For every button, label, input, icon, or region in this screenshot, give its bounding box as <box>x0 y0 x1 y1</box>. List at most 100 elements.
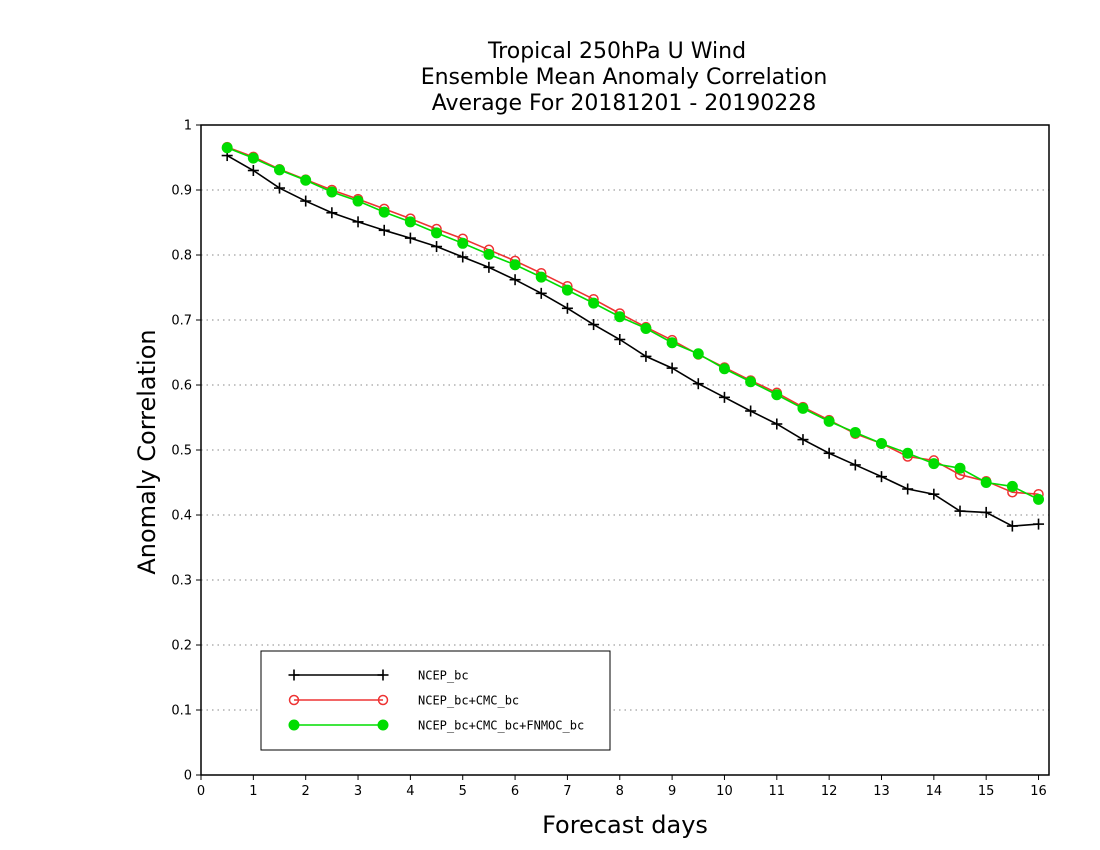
data-point <box>221 142 233 154</box>
chart-title: Tropical 250hPa U Wind Ensemble Mean Ano… <box>421 39 828 116</box>
data-point <box>614 334 626 345</box>
data-point <box>378 206 390 218</box>
data-point <box>326 186 338 198</box>
data-point <box>535 271 547 283</box>
chart-title-line-3: Average For 20181201 - 20190228 <box>432 91 817 116</box>
legend-label: NCEP_bc+CMC_bc <box>418 694 519 708</box>
y-tick-label: 0.7 <box>171 314 192 329</box>
data-point <box>1006 520 1018 532</box>
legend-entry: NCEP_bc+CMC_bc <box>288 694 519 708</box>
x-tick-label: 6 <box>511 784 519 799</box>
chart-title-line-1: Tropical 250hPa U Wind <box>487 39 746 64</box>
y-axis-title: Anomaly Correlation <box>133 329 161 574</box>
data-point <box>718 391 730 403</box>
data-point <box>928 458 940 470</box>
data-point <box>980 477 992 488</box>
y-tick-label: 0 <box>184 769 192 784</box>
x-tick-label: 11 <box>769 784 786 799</box>
data-point <box>666 337 678 349</box>
data-point <box>954 462 966 474</box>
x-tick-label: 9 <box>668 784 676 799</box>
data-point <box>431 227 443 239</box>
data-point <box>404 232 416 244</box>
data-point <box>771 418 783 430</box>
series-group <box>221 141 1045 532</box>
x-tick-label: 14 <box>926 784 943 799</box>
axis-ticks: 00.10.20.30.40.50.60.70.80.910 1 2 3 4 5 6 7 8 9 1… <box>171 119 1046 800</box>
x-tick-label: 8 <box>616 784 624 799</box>
data-point <box>954 505 966 517</box>
data-point <box>1033 518 1045 530</box>
series-3 <box>221 142 1045 505</box>
x-axis-title: Forecast days <box>542 811 708 839</box>
legend-marker <box>288 669 300 681</box>
data-point <box>326 207 338 219</box>
y-tick-label: 1 <box>184 119 192 134</box>
data-point <box>378 224 390 236</box>
x-tick-label: 7 <box>563 784 571 799</box>
data-point <box>404 216 416 228</box>
data-point <box>431 241 443 253</box>
legend-label: NCEP_bc <box>418 669 469 683</box>
data-point <box>561 302 573 314</box>
data-point <box>247 152 259 164</box>
data-point <box>692 348 704 360</box>
x-tick-label: 0 <box>197 784 205 799</box>
data-point <box>823 415 835 427</box>
data-point <box>797 434 809 446</box>
data-point <box>300 195 312 207</box>
y-tick-label: 0.8 <box>171 249 192 264</box>
legend-marker <box>288 719 300 731</box>
series-1 <box>221 150 1045 532</box>
x-tick-label: 4 <box>406 784 414 799</box>
legend-label: NCEP_bc+CMC_bc+FNMOC_bc <box>418 719 584 733</box>
y-tick-label: 0.4 <box>171 509 192 524</box>
data-point <box>588 297 600 309</box>
x-tick-label: 16 <box>1030 784 1047 799</box>
data-point <box>300 174 312 186</box>
legend: NCEP_bc NCEP_bc+CMC_bc NCEP_bc+CMC_bc+FNMO… <box>260 650 611 751</box>
y-tick-label: 0.9 <box>171 184 192 199</box>
data-point <box>483 248 495 260</box>
data-point <box>849 459 861 471</box>
data-point <box>535 287 547 299</box>
data-point <box>718 363 730 375</box>
data-point <box>274 164 286 176</box>
data-point <box>902 483 914 495</box>
legend-marker <box>377 694 389 706</box>
data-point <box>457 251 469 263</box>
data-point <box>797 402 809 414</box>
data-point <box>509 274 521 286</box>
legend-entries: NCEP_bc NCEP_bc+CMC_bc NCEP_bc+CMC_bc+FNMO… <box>288 669 584 733</box>
x-tick-label: 10 <box>716 784 733 799</box>
data-point <box>902 447 914 459</box>
data-point <box>692 378 704 390</box>
x-tick-label: 5 <box>459 784 467 799</box>
y-tick-label: 0.2 <box>171 639 192 654</box>
legend-marker <box>288 694 300 706</box>
data-point <box>457 237 469 249</box>
data-point <box>247 165 259 176</box>
legend-marker <box>377 669 389 681</box>
legend-marker <box>377 719 389 731</box>
data-point <box>588 319 600 331</box>
data-point <box>980 506 992 518</box>
legend-entry: NCEP_bc <box>288 669 469 683</box>
data-point <box>561 284 573 296</box>
data-point <box>509 259 521 271</box>
data-point <box>614 311 626 323</box>
y-tick-label: 0.3 <box>171 574 192 589</box>
x-tick-label: 15 <box>978 784 995 799</box>
x-tick-label: 3 <box>354 784 362 799</box>
chart-title-line-2: Ensemble Mean Anomaly Correlation <box>421 65 828 90</box>
data-point <box>352 195 364 207</box>
legend-entry: NCEP_bc+CMC_bc+FNMOC_bc <box>288 719 584 733</box>
data-point <box>274 182 286 194</box>
y-tick-label: 0.6 <box>171 379 192 394</box>
x-tick-label: 2 <box>302 784 310 799</box>
data-point <box>640 350 652 362</box>
data-point <box>1006 480 1018 492</box>
data-point <box>352 216 364 228</box>
data-point <box>745 405 757 417</box>
